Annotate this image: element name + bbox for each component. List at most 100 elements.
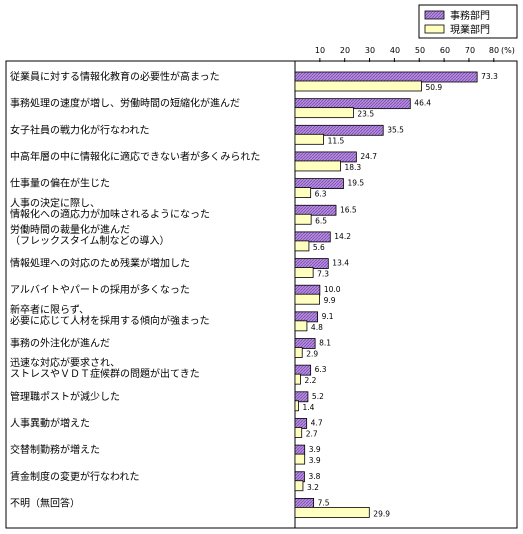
category-label: 情報処理への対応のため残業が増加した <box>10 257 190 270</box>
category-label: 労働時間の裁量化が進んだ（フレックスタイム制などの導入） <box>10 223 170 247</box>
category-label: 事務の外注化が進んだ <box>10 337 110 350</box>
category-label-line: 情報化への適応力が加味されるようになった <box>10 207 210 220</box>
x-axis-tick-labels: 10 20 30 40 50 60 70 80 (%) <box>315 46 515 55</box>
bar-series-2 <box>294 240 310 252</box>
value-label-series-1: 8.1 <box>319 339 331 348</box>
category-label-line: 新卒者に限らず、 <box>10 303 89 316</box>
value-label-series-1: 35.5 <box>387 125 404 134</box>
value-label-series-2: 1.4 <box>302 403 314 412</box>
value-label-series-1: 9.1 <box>322 312 334 321</box>
bar-series-1 <box>294 178 344 190</box>
category-label: 女子社員の戦力化が行なわれた <box>10 123 150 136</box>
legend-label-series-2: 現業部門 <box>450 23 490 36</box>
bar-series-1 <box>294 124 384 136</box>
bar-series-2 <box>294 400 299 412</box>
value-label-series-2: 9.9 <box>324 296 336 305</box>
value-label-series-1: 7.5 <box>318 498 330 507</box>
x-tick-label: 30 <box>365 46 375 55</box>
category-label-line: ストレスやＶＤＴ症候群の問題が出てきた <box>10 367 200 380</box>
value-label-series-1: 16.5 <box>340 205 357 214</box>
x-tick-label: 40 <box>390 46 400 55</box>
x-tick-label: 20 <box>340 46 350 55</box>
value-label-series-1: 3.9 <box>309 445 321 454</box>
category-label-line: 必要に応じて人材を採用する傾向が強まった <box>10 314 210 327</box>
value-label-series-2: 6.5 <box>315 216 327 225</box>
x-axis-unit-label: (%) <box>501 46 515 55</box>
value-label-series-2: 2.9 <box>306 350 318 359</box>
bar-series-2 <box>294 80 422 92</box>
x-tick-label: 70 <box>465 46 475 55</box>
value-label-series-1: 13.4 <box>332 259 349 268</box>
bar-series-2 <box>294 133 324 145</box>
category-label: 事務処理の速度が増し、労働時間の短縮化が進んだ <box>10 97 240 110</box>
category-label: アルバイトやパートの採用が多くなった <box>10 283 190 296</box>
bar-series-2 <box>294 160 341 172</box>
category-label: 中高年層の中に情報化に適応できない者が多くみられた <box>10 150 260 163</box>
bar-series-2 <box>294 373 301 385</box>
x-tick-label: 60 <box>440 46 450 55</box>
value-label-series-1: 14.2 <box>334 232 351 241</box>
value-label-series-1: 3.8 <box>308 472 320 481</box>
legend-swatch-series-1 <box>424 10 445 20</box>
value-label-series-2: 3.2 <box>307 483 319 492</box>
category-label: 迅速な対応が要求され、ストレスやＶＤＴ症候群の問題が出てきた <box>10 356 200 380</box>
bar-series-1 <box>294 391 309 403</box>
bar-series-1 <box>294 471 305 483</box>
bar-series-1 <box>294 444 306 456</box>
bar-series-1 <box>294 231 331 243</box>
x-axis-tick-marks <box>319 58 495 62</box>
bar-series-1 <box>294 98 411 110</box>
bar-series-1 <box>294 338 316 349</box>
bar-series-2 <box>294 107 354 119</box>
category-label: 賃金制度の変更が行なわれた <box>10 470 140 483</box>
category-label-line: 迅速な対応が要求され、 <box>10 356 120 369</box>
bar-series-2 <box>294 453 306 465</box>
value-label-series-2: 11.5 <box>328 136 345 145</box>
value-label-series-2: 3.9 <box>309 456 321 465</box>
category-label-line: 労働時間の裁量化が進んだ <box>10 223 130 236</box>
legend-swatch-series-2 <box>424 24 445 34</box>
category-label: 不明（無回答） <box>10 496 80 509</box>
bar-series-2 <box>294 427 303 438</box>
category-label: 人事異動が増えた <box>10 416 90 429</box>
bar-series-1 <box>294 364 312 376</box>
value-labels: 73.3 50.9 46.4 23.5 35.5 11.5 24.7 18.3 19.5 6.3 1… <box>302 72 498 518</box>
x-tick-label: 80 <box>489 46 499 55</box>
bar-series-1 <box>294 497 315 509</box>
value-label-series-1: 10.0 <box>324 285 341 294</box>
bar-series-2 <box>294 267 314 278</box>
bar-series-1 <box>294 284 321 296</box>
value-label-series-2: 2.7 <box>306 429 318 438</box>
category-label: 従業員に対する情報化教育の必要性が高まった <box>10 70 220 83</box>
plot-frame <box>5 60 518 529</box>
bar-series-2 <box>294 506 370 518</box>
category-label-line: 人事の決定に際し、 <box>10 196 100 209</box>
value-label-series-2: 6.3 <box>315 190 327 199</box>
bar-series-2 <box>294 187 312 199</box>
x-tick-label: 10 <box>315 46 325 55</box>
category-label: 新卒者に限らず、必要に応じて人材を採用する傾向が強まった <box>10 303 210 327</box>
bar-series-2 <box>294 480 304 492</box>
bar-series-2 <box>294 320 308 332</box>
value-label-series-2: 4.8 <box>311 323 323 332</box>
category-label-line: （フレックスタイム制などの導入） <box>10 234 170 247</box>
bar-series-1 <box>294 204 337 216</box>
bar-series-1 <box>294 71 478 83</box>
value-label-series-1: 6.3 <box>315 365 327 374</box>
bar-series-2 <box>294 293 321 305</box>
value-label-series-2: 18.3 <box>344 163 361 172</box>
bar-series-1 <box>294 151 357 163</box>
bars <box>294 71 478 518</box>
category-label: 交替制勤務が増えた <box>10 443 100 456</box>
value-label-series-2: 5.6 <box>313 243 325 252</box>
value-label-series-1: 5.2 <box>312 392 324 401</box>
value-label-series-1: 19.5 <box>347 179 364 188</box>
bar-series-1 <box>294 311 319 323</box>
value-label-series-2: 29.9 <box>373 509 390 518</box>
value-label-series-1: 73.3 <box>481 72 498 81</box>
value-label-series-1: 4.7 <box>311 418 323 427</box>
value-label-series-2: 23.5 <box>357 110 374 119</box>
bar-series-2 <box>294 347 303 358</box>
x-tick-label: 50 <box>415 46 425 55</box>
